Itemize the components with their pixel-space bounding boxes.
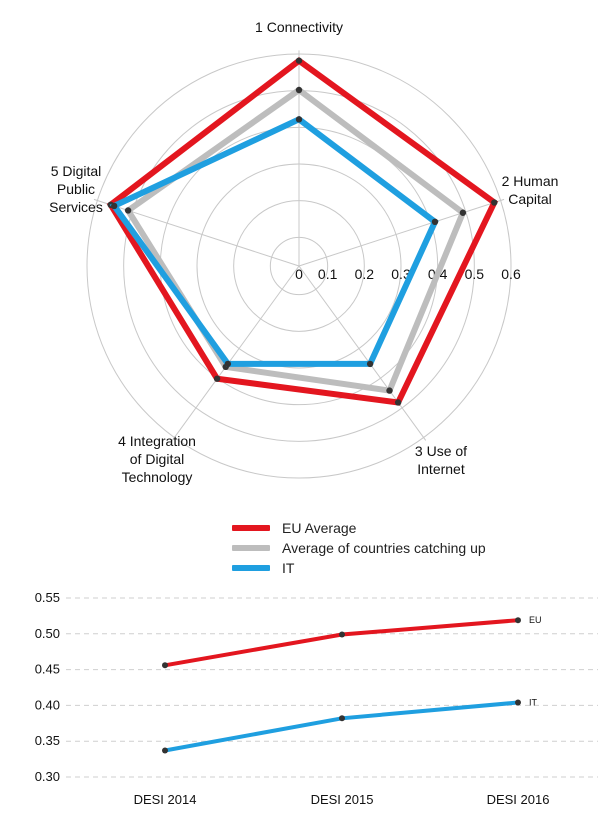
radar-point bbox=[295, 57, 303, 64]
legend-item-catching-up: Average of countries catching up bbox=[232, 538, 552, 558]
radar-axis-label-line: Capital bbox=[508, 191, 552, 207]
radar-tick-label: 0.5 bbox=[465, 266, 485, 282]
line-series-end-label: EU bbox=[529, 615, 542, 625]
line-point bbox=[515, 699, 521, 706]
radar-axis-label-line: 4 Integration bbox=[118, 433, 196, 449]
line-point bbox=[162, 747, 168, 754]
legend-item-it: IT bbox=[232, 558, 552, 578]
line-y-tick-label: 0.40 bbox=[35, 697, 60, 712]
radar-axis-label: 5 Digital Public Services bbox=[49, 163, 103, 215]
radar-point bbox=[459, 209, 467, 216]
radar-series-0 bbox=[106, 56, 499, 406]
line-series-end-label: IT bbox=[529, 698, 538, 708]
radar-spoke bbox=[298, 198, 505, 267]
legend-label-catching-up: Average of countries catching up bbox=[282, 540, 486, 556]
radar-axis-label-line: 1 Connectivity bbox=[255, 19, 343, 35]
legend-label-eu-average: EU Average bbox=[282, 520, 357, 536]
radar-point bbox=[124, 207, 132, 214]
legend: EU Average Average of countries catching… bbox=[232, 518, 552, 578]
radar-spoke bbox=[298, 265, 427, 441]
radar-point bbox=[295, 116, 303, 123]
radar-axis-label-line: 5 Digital bbox=[51, 163, 102, 179]
legend-swatch-it bbox=[232, 565, 270, 571]
line-series-0 bbox=[163, 618, 520, 668]
radar-point bbox=[366, 360, 374, 368]
line-y-tick-label: 0.35 bbox=[35, 733, 60, 748]
legend-swatch-eu-average bbox=[232, 525, 270, 531]
radar-tick-label: 0.1 bbox=[318, 266, 338, 282]
radar-point bbox=[213, 375, 221, 382]
radar-series-2 bbox=[109, 115, 439, 367]
radar-axis-label: 4 Integration of Digital Technology bbox=[118, 433, 196, 485]
radar-axis-label-line: Internet bbox=[417, 461, 465, 477]
line-series-1 bbox=[163, 700, 520, 753]
line-point bbox=[515, 617, 521, 624]
line-x-tick-label: DESI 2016 bbox=[487, 792, 550, 807]
radar-tick-label: 0.2 bbox=[355, 266, 375, 282]
radar-point bbox=[386, 387, 393, 394]
radar-axis-label-line: Public bbox=[57, 181, 95, 197]
radar-tick-label: 0 bbox=[295, 266, 303, 282]
radar-point bbox=[224, 360, 232, 368]
legend-swatch-catching-up bbox=[232, 545, 270, 551]
radar-axis-label-line: Technology bbox=[122, 469, 193, 485]
radar-axis-label-line: 2 Human bbox=[502, 173, 559, 189]
radar-point bbox=[394, 399, 402, 406]
radar-series-1 bbox=[124, 86, 467, 394]
radar-axis-label-line: of Digital bbox=[130, 451, 184, 467]
line-x-tick-label: DESI 2014 bbox=[134, 792, 197, 807]
line-chart: 0.30 0.35 0.40 0.45 0.50 0.55 DESI 2014 DESI 20… bbox=[35, 590, 598, 807]
radar-axis-label: 2 Human Capital bbox=[502, 173, 559, 207]
radar-spoke bbox=[171, 265, 300, 441]
radar-point bbox=[295, 86, 303, 94]
radar-axis-label-line: 3 Use of bbox=[415, 443, 467, 459]
line-point bbox=[339, 631, 345, 638]
radar-axis-label: 1 Connectivity bbox=[255, 19, 343, 35]
legend-item-eu-average: EU Average bbox=[232, 518, 552, 538]
radar-point bbox=[431, 218, 439, 226]
radar-axis-label: 3 Use of Internet bbox=[415, 443, 467, 477]
line-point bbox=[339, 715, 345, 722]
line-x-tick-label: DESI 2015 bbox=[311, 792, 374, 807]
line-y-tick-label: 0.50 bbox=[35, 626, 60, 641]
radar-point bbox=[110, 202, 118, 210]
line-y-tick-label: 0.30 bbox=[35, 769, 60, 784]
legend-label-it: IT bbox=[282, 560, 295, 576]
line-y-tick-label: 0.45 bbox=[35, 662, 60, 677]
radar-tick-label: 0.6 bbox=[501, 266, 521, 282]
radar-axis-label-line: Services bbox=[49, 199, 103, 215]
line-y-tick-label: 0.55 bbox=[35, 590, 60, 605]
line-point bbox=[162, 662, 168, 669]
radar-point bbox=[491, 199, 498, 206]
radar-tick-label: 0.3 bbox=[391, 266, 411, 282]
